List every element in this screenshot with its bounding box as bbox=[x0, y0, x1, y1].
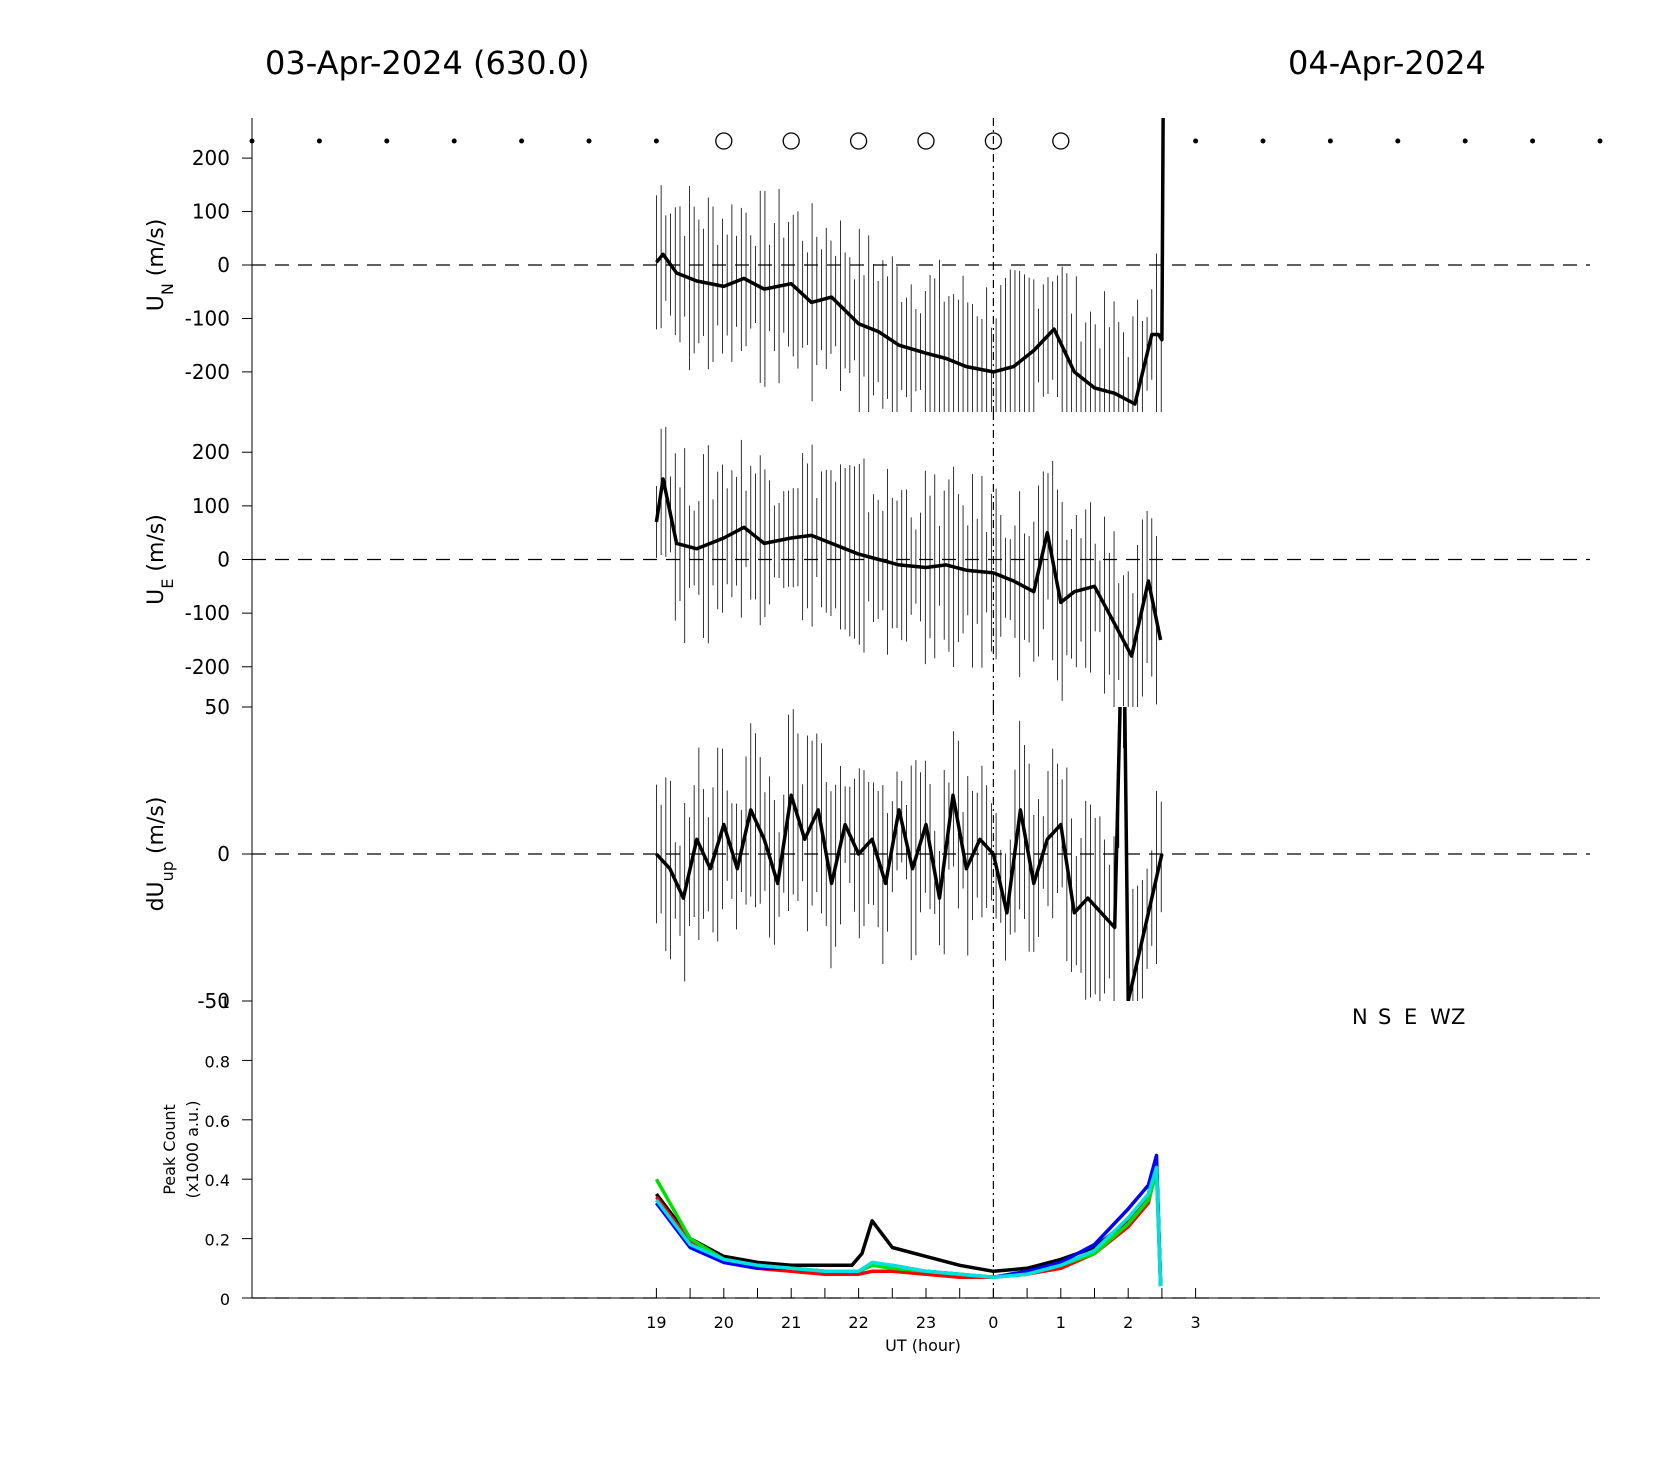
marker-dot bbox=[586, 138, 592, 144]
plot-area bbox=[654, 1153, 1163, 1287]
x-tick-label: 22 bbox=[848, 1313, 868, 1332]
date-title-right: 04-Apr-2024 bbox=[1288, 44, 1486, 82]
legend-entry-W: W bbox=[1430, 1005, 1451, 1029]
y-axis-label-unit: (x1000 a.u.) bbox=[183, 1101, 202, 1199]
marker-dot bbox=[1395, 138, 1401, 144]
y-axis-label: Peak Count bbox=[160, 1104, 179, 1195]
y-axis-label-main: dU bbox=[144, 881, 169, 911]
marker-circle bbox=[849, 132, 868, 150]
date-title-left: 03-Apr-2024 (630.0) bbox=[265, 44, 590, 82]
legend-entry-N: N bbox=[1352, 1005, 1368, 1029]
marker-circle bbox=[984, 132, 1003, 150]
marker-dot bbox=[653, 138, 659, 144]
y-tick-label: 0.2 bbox=[205, 1231, 230, 1250]
y-tick-label: -50 bbox=[197, 989, 230, 1013]
y-axis-label-unit: (m/s) bbox=[144, 797, 169, 861]
marker-dot bbox=[451, 138, 457, 144]
x-axis-label: UT (hour) bbox=[885, 1336, 961, 1355]
x-tick-label: 23 bbox=[916, 1313, 936, 1332]
plot-area bbox=[655, 118, 1165, 412]
y-tick-label: -100 bbox=[185, 306, 230, 330]
y-tick-label: -100 bbox=[185, 601, 230, 625]
y-tick-label: 0 bbox=[217, 842, 230, 866]
marker-circle bbox=[782, 132, 800, 150]
panel-dUup: 50 0 -50 dUup (m/s) bbox=[144, 695, 1590, 1013]
y-tick-label: 0.8 bbox=[205, 1052, 230, 1071]
y-tick-label: 0.4 bbox=[205, 1171, 230, 1190]
y-axis-label-sub: E bbox=[158, 579, 177, 589]
y-tick-label: 1 bbox=[220, 993, 230, 1012]
marker-dot bbox=[1260, 138, 1266, 144]
series-line-Z bbox=[655, 1165, 1163, 1287]
legend-entry-E: E bbox=[1404, 1005, 1417, 1029]
x-tick-label: 21 bbox=[781, 1313, 801, 1332]
y-tick-label: -200 bbox=[185, 655, 230, 679]
panel-UE: 200 100 0 -100 -200 UE (m/s) bbox=[144, 412, 1590, 707]
y-axis-label-unit: (m/s) bbox=[144, 219, 169, 283]
y-axis-label: UE (m/s) bbox=[144, 514, 177, 605]
y-tick-label: 50 bbox=[205, 695, 230, 719]
x-tick-label: 19 bbox=[646, 1313, 666, 1332]
y-tick-label: 0 bbox=[220, 1290, 230, 1309]
y-tick-label: 200 bbox=[192, 440, 230, 464]
plot-area bbox=[654, 426, 1163, 707]
marker-dot bbox=[1327, 138, 1333, 144]
legend-entry-S: S bbox=[1378, 1005, 1391, 1029]
y-axis-label-main: U bbox=[144, 589, 169, 605]
marker-dot bbox=[316, 138, 322, 144]
y-axis-label-sub: N bbox=[158, 283, 177, 295]
marker-dot bbox=[519, 138, 525, 144]
y-axis-label-unit: (m/s) bbox=[144, 514, 169, 578]
marker-dot bbox=[1462, 138, 1468, 144]
x-tick-label: 0 bbox=[988, 1313, 998, 1332]
marker-circle bbox=[917, 132, 935, 150]
y-tick-label: 100 bbox=[192, 200, 230, 224]
y-tick-label: 0 bbox=[217, 548, 230, 572]
y-tick-label: 0 bbox=[217, 253, 230, 277]
panel-UN: 200 100 0 -100 -200 UN (m/s) bbox=[144, 118, 1603, 412]
y-tick-label: -200 bbox=[185, 360, 230, 384]
x-tick-label: 1 bbox=[1056, 1313, 1066, 1332]
y-tick-label: 0.6 bbox=[205, 1112, 230, 1131]
marker-dot bbox=[1597, 138, 1603, 144]
marker-circle bbox=[1052, 132, 1070, 150]
series-line bbox=[654, 477, 1163, 658]
y-axis-label: UN (m/s) bbox=[144, 219, 177, 312]
marker-dot bbox=[1193, 138, 1199, 144]
y-tick-label: 200 bbox=[192, 146, 230, 170]
y-axis-label-sub: up bbox=[158, 861, 177, 881]
x-tick-label: 2 bbox=[1123, 1313, 1133, 1332]
x-tick-label: 3 bbox=[1191, 1313, 1201, 1332]
series-line bbox=[655, 707, 1164, 1001]
y-axis-label: dUup (m/s) bbox=[144, 797, 177, 912]
marker-circle bbox=[715, 132, 733, 150]
marker-dot bbox=[384, 138, 390, 144]
x-tick-label: 20 bbox=[714, 1313, 734, 1332]
marker-dot bbox=[249, 138, 255, 144]
y-axis-label-main: U bbox=[144, 295, 169, 311]
legend-entry-Z: Z bbox=[1451, 1005, 1465, 1029]
y-tick-label: 100 bbox=[192, 494, 230, 518]
series-line bbox=[655, 118, 1165, 406]
marker-dot bbox=[1530, 138, 1536, 144]
plot-area bbox=[655, 707, 1164, 1001]
